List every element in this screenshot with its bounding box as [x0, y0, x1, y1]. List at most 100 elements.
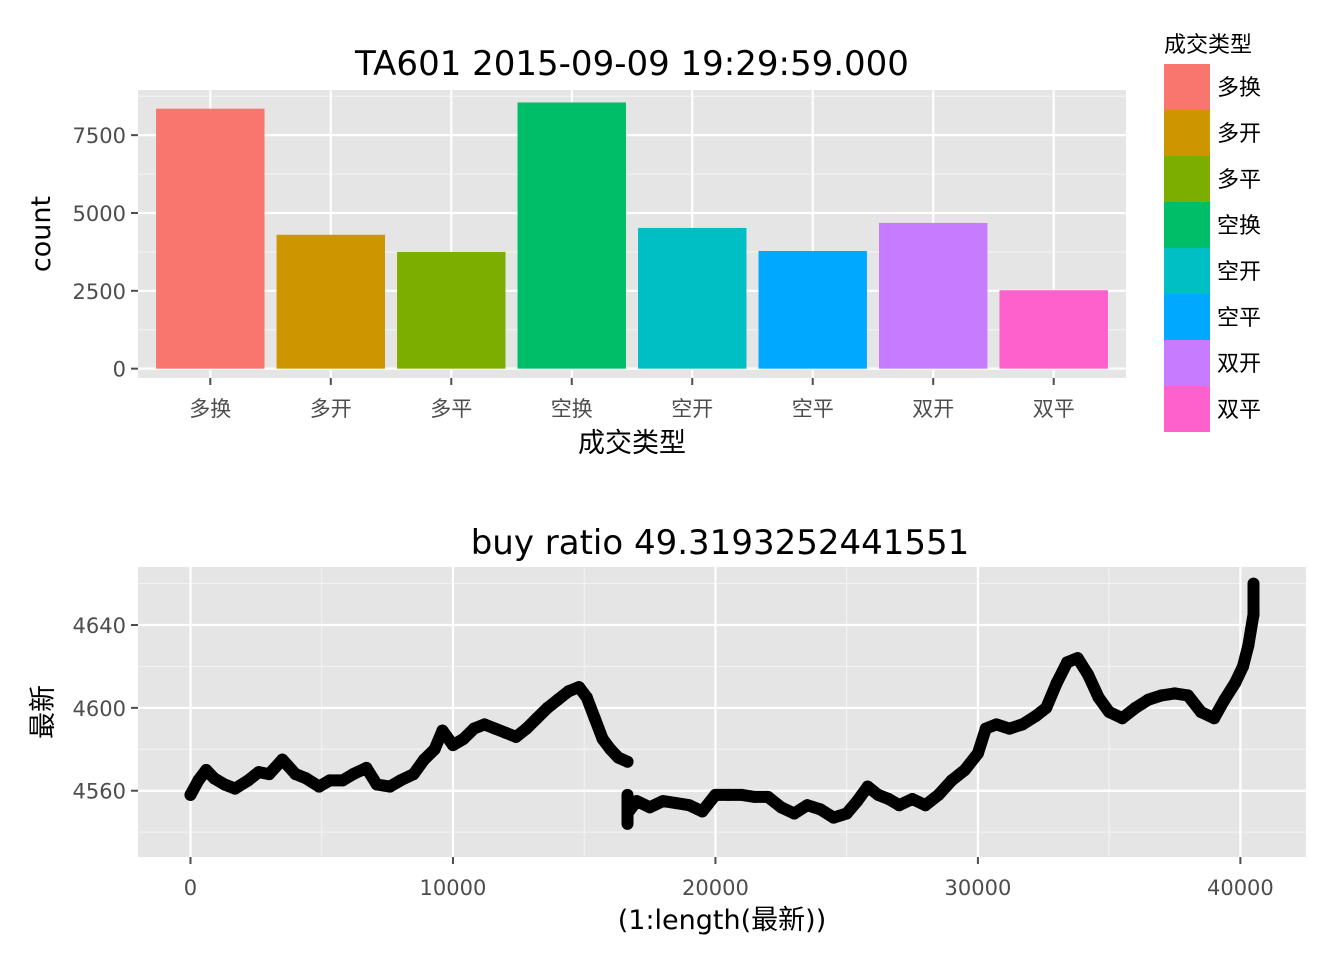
scatter-point [263, 768, 276, 781]
scatter-x-tick-label: 40000 [1207, 876, 1274, 900]
scatter-point [383, 780, 396, 793]
legend-entry: 空平 [1217, 306, 1261, 331]
bar-x-axis-title: 成交类型 [578, 428, 686, 459]
legend-entry: 双平 [1217, 398, 1261, 423]
scatter-point [252, 766, 265, 779]
legend-swatch [1164, 340, 1210, 386]
legend-entry: 空换 [1217, 214, 1261, 239]
scatter-point [596, 732, 609, 745]
legend-title: 成交类型 [1164, 33, 1252, 58]
bar-y-tick-label: 0 [113, 358, 126, 382]
scatter-minor-gridlines [138, 567, 1306, 857]
scatter-x-tick-label: 20000 [682, 876, 749, 900]
scatter-point [428, 743, 441, 756]
scatter-point [551, 693, 564, 706]
scatter-x-tick-label: 30000 [945, 876, 1012, 900]
legend-entry: 双开 [1217, 352, 1261, 377]
bar-y-tick-label: 5000 [73, 202, 126, 226]
scatter-x-ticks: 0 10000 20000 30000 40000 [184, 857, 1274, 900]
bar-x-tick-label: 多开 [310, 397, 352, 421]
scatter-point [488, 722, 501, 735]
scatter-chart-title: buy ratio 49.3193252441551 [471, 523, 970, 563]
scatter-point [347, 768, 360, 781]
scatter-point [299, 772, 312, 785]
legend-entry: 多换 [1217, 76, 1261, 101]
scatter-point [612, 751, 625, 764]
scatter-point [509, 730, 522, 743]
scatter-point [457, 732, 470, 745]
scatter-x-tick-label: 0 [184, 876, 197, 900]
scatter-point [276, 753, 289, 766]
scatter-point [407, 768, 420, 781]
scatter-y-axis-title: 最新 [28, 685, 59, 739]
scatter-point [499, 726, 512, 739]
bar-y-tick-label: 2500 [73, 280, 126, 304]
scatter-point [289, 768, 302, 781]
scatter-point [313, 780, 326, 793]
scatter-point [370, 778, 383, 791]
scatter-point [200, 764, 213, 776]
bar-2 [276, 234, 385, 369]
bar-8 [999, 290, 1108, 369]
bar-series [156, 102, 1108, 369]
scatter-point [418, 753, 431, 766]
scatter-point [336, 774, 349, 787]
scatter-point [562, 685, 575, 698]
scatter-y-tick-label: 4640 [73, 614, 126, 638]
scatter-point [580, 691, 593, 704]
legend-swatch [1164, 110, 1210, 156]
scatter-point [436, 724, 449, 737]
scatter-y-tick-label: 4560 [73, 780, 126, 804]
scatter-point [604, 743, 617, 756]
bar-y-ticks: 0 2500 5000 7500 [73, 124, 138, 382]
bar-y-tick-label: 7500 [73, 124, 126, 148]
scatter-point [621, 755, 634, 768]
bar-6 [758, 250, 867, 369]
bar-x-tick-label: 空换 [551, 397, 593, 421]
legend-swatch [1164, 202, 1210, 248]
legend-entry: 多平 [1217, 168, 1261, 193]
scatter-point [229, 782, 242, 795]
bar-x-tick-label: 空开 [671, 397, 713, 421]
bar-3 [397, 251, 506, 369]
scatter-point [242, 774, 255, 787]
scatter-point [208, 772, 221, 785]
scatter-point [360, 761, 373, 774]
scatter-point [588, 712, 601, 725]
scatter-point [478, 718, 491, 731]
bar-y-axis-title: count [26, 196, 57, 272]
bar-x-tick-label: 多平 [430, 397, 472, 421]
scatter-point [192, 774, 205, 787]
legend-swatch [1164, 248, 1210, 294]
bar-x-tick-label: 多换 [189, 397, 231, 421]
scatter-point [323, 774, 336, 787]
bar-4 [517, 102, 626, 369]
legend-entry: 空开 [1217, 260, 1261, 285]
scatter-point [394, 774, 407, 787]
legend-swatch [1164, 294, 1210, 340]
bar-x-tick-label: 双开 [912, 397, 954, 421]
scatter-point [541, 701, 554, 714]
legend-entry: 多开 [1217, 122, 1261, 147]
scatter-point [530, 712, 543, 725]
legend-swatch [1164, 386, 1210, 432]
scatter-point [520, 722, 533, 735]
legend-swatch [1164, 64, 1210, 110]
bar-5 [638, 227, 747, 369]
bar-x-ticks: 多换 多开 多平 空换 空开 空平 双开 双平 [189, 378, 1075, 421]
scatter-point [446, 739, 459, 752]
scatter-point [572, 681, 585, 694]
price-series-trace [622, 608, 1260, 824]
bar-1 [156, 108, 265, 369]
scatter-y-ticks: 4560 4600 4640 [73, 614, 138, 804]
scatter-x-tick-label: 10000 [420, 876, 487, 900]
legend-swatch [1164, 156, 1210, 202]
scatter-x-axis-title: (1:length(最新)) [618, 905, 826, 936]
bar-chart-title: TA601 2015-09-09 19:29:59.000 [354, 44, 909, 84]
bar-x-tick-label: 双平 [1033, 397, 1075, 421]
bar-x-tick-label: 空平 [792, 397, 834, 421]
bar-7 [879, 222, 988, 369]
scatter-y-tick-label: 4600 [73, 697, 126, 721]
